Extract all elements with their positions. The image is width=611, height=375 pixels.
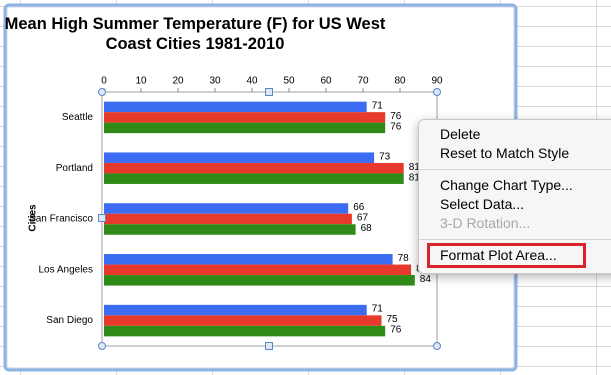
y-tick-label: Portland bbox=[56, 163, 93, 174]
selection-handle bbox=[265, 342, 273, 350]
x-tick-label: 0 bbox=[101, 76, 107, 87]
y-tick-label: Seattle bbox=[62, 112, 94, 123]
menu-item[interactable]: Select Data... bbox=[440, 196, 525, 212]
y-tick-label: San Francisco bbox=[29, 214, 93, 225]
data-label: 71 bbox=[372, 304, 384, 315]
bar bbox=[104, 112, 386, 123]
x-tick-label: 70 bbox=[357, 76, 369, 87]
selection-handle bbox=[433, 342, 441, 350]
bar bbox=[104, 315, 382, 326]
data-label: 76 bbox=[390, 325, 402, 336]
selection-handle bbox=[433, 88, 441, 96]
menu-item: 3-D Rotation... bbox=[440, 215, 531, 231]
x-tick-label: 90 bbox=[431, 76, 443, 87]
data-label: 67 bbox=[357, 213, 369, 224]
bar bbox=[104, 304, 367, 316]
bar bbox=[104, 101, 367, 113]
bar bbox=[104, 162, 404, 174]
menu-separator bbox=[419, 169, 611, 170]
menu-item[interactable]: Delete bbox=[440, 126, 481, 142]
data-label: 71 bbox=[372, 101, 384, 112]
x-tick-label: 20 bbox=[172, 76, 184, 87]
menu-item[interactable]: Change Chart Type... bbox=[440, 177, 573, 193]
data-label: 76 bbox=[390, 122, 402, 133]
bar bbox=[104, 224, 356, 235]
data-label: 81 bbox=[409, 162, 421, 173]
bar bbox=[104, 122, 386, 134]
data-label: 81 bbox=[409, 172, 421, 183]
y-axis-label: Cities bbox=[28, 204, 39, 232]
x-tick-label: 30 bbox=[209, 76, 221, 87]
data-label: 84 bbox=[420, 274, 432, 285]
chart-title: Mean High Summer Temperature (F) for US … bbox=[4, 15, 386, 53]
data-label: 78 bbox=[398, 253, 410, 264]
data-label: 66 bbox=[353, 202, 365, 213]
x-tick-label: 40 bbox=[246, 76, 258, 87]
bar bbox=[104, 152, 375, 163]
bar bbox=[104, 275, 415, 286]
bar bbox=[104, 325, 386, 337]
menu-separator bbox=[419, 239, 611, 240]
bar bbox=[104, 203, 349, 214]
y-tick-label: Los Angeles bbox=[39, 264, 94, 275]
selection-handle bbox=[98, 88, 106, 96]
selection-handle bbox=[98, 214, 106, 222]
menu-item[interactable]: Reset to Match Style bbox=[440, 145, 570, 161]
data-label: 75 bbox=[387, 314, 399, 325]
selection-handle bbox=[98, 342, 106, 350]
data-label: 73 bbox=[379, 151, 391, 162]
bar bbox=[104, 254, 393, 265]
bar bbox=[104, 173, 404, 184]
y-tick-label: San Diego bbox=[46, 315, 93, 326]
x-tick-label: 80 bbox=[394, 76, 406, 87]
data-label: 68 bbox=[361, 223, 373, 234]
menu-item[interactable]: Format Plot Area... bbox=[427, 243, 586, 268]
bar bbox=[104, 264, 412, 276]
selection-handle bbox=[265, 88, 273, 96]
x-tick-label: 10 bbox=[135, 76, 147, 87]
data-label: 76 bbox=[390, 111, 402, 122]
bar bbox=[104, 213, 352, 225]
x-tick-label: 60 bbox=[320, 76, 332, 87]
context-menu: Delete Reset to Match Style Change Chart T… bbox=[418, 119, 611, 274]
x-tick-label: 50 bbox=[283, 76, 295, 87]
